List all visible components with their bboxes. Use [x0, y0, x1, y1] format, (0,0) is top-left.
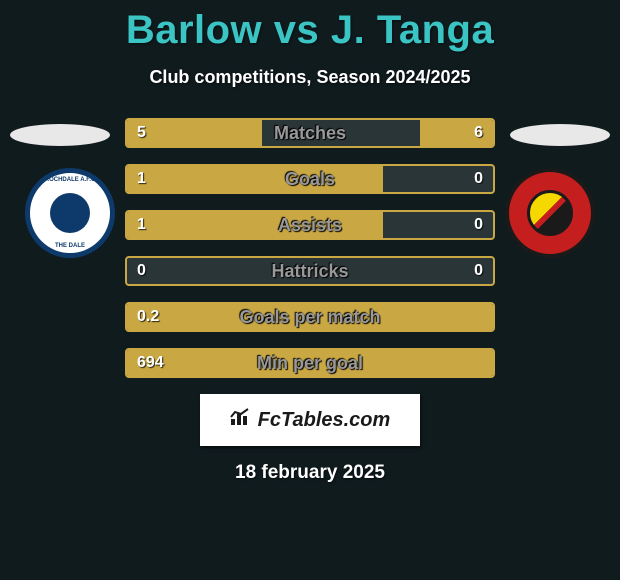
stat-row: 5 Matches 6 [125, 118, 495, 148]
stat-label: Assists [278, 215, 342, 236]
page-title: Barlow vs J. Tanga [0, 0, 620, 53]
stat-label: Goals per match [239, 307, 380, 328]
stat-label: Min per goal [257, 353, 363, 374]
brand-text: FcTables.com [258, 409, 391, 432]
stat-row: 1 Goals 0 [125, 164, 495, 194]
bar-fill-left [127, 212, 383, 238]
brand-chart-icon [230, 408, 252, 432]
crest-left-badge: ROCHDALE A.F.C THE DALE [25, 168, 115, 258]
stat-value-right: 6 [474, 124, 483, 142]
comparison-area: ROCHDALE A.F.C THE DALE 5 Matches 6 1 Goals 0… [0, 118, 620, 484]
stat-row: 1 Assists 0 [125, 210, 495, 240]
date-label: 18 february 2025 [0, 462, 620, 484]
crest-right-badge [505, 168, 595, 258]
stat-value-right: 0 [474, 216, 483, 234]
stat-value-left: 1 [137, 170, 146, 188]
stat-value-left: 0.2 [137, 308, 159, 326]
stat-label: Matches [274, 123, 346, 144]
crest-left-center [50, 193, 90, 233]
bar-fill-left [127, 166, 383, 192]
stat-value-right: 0 [474, 170, 483, 188]
stat-row: 0.2 Goals per match [125, 302, 495, 332]
crest-left-bottom-text: THE DALE [30, 243, 110, 249]
crest-shadow-left [10, 124, 110, 146]
crest-right-center [527, 190, 573, 236]
brand-box: FcTables.com [200, 394, 420, 446]
stat-label: Hattricks [271, 261, 348, 282]
crest-left-top-text: ROCHDALE A.F.C [30, 177, 110, 183]
crest-shadow-right [510, 124, 610, 146]
stat-label: Goals [285, 169, 335, 190]
stat-value-left: 694 [137, 354, 164, 372]
stat-row: 694 Min per goal [125, 348, 495, 378]
stat-row: 0 Hattricks 0 [125, 256, 495, 286]
bar-fill-left [127, 120, 262, 146]
club-crest-left: ROCHDALE A.F.C THE DALE [25, 168, 115, 258]
subtitle: Club competitions, Season 2024/2025 [0, 67, 620, 88]
stat-value-left: 1 [137, 216, 146, 234]
stat-value-left: 5 [137, 124, 146, 142]
stat-value-right: 0 [474, 262, 483, 280]
club-crest-right [505, 168, 595, 258]
stat-value-left: 0 [137, 262, 146, 280]
stat-bars: 5 Matches 6 1 Goals 0 1 Assists 0 0 Hattricks 0 0.2 G… [125, 118, 495, 378]
